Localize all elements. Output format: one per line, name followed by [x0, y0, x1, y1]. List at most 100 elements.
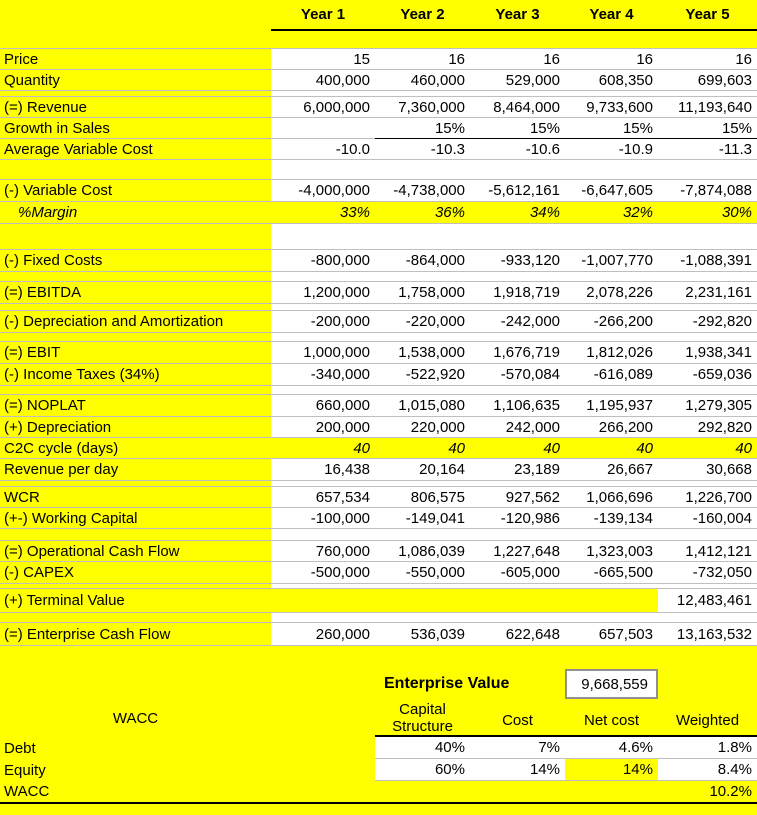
- capex-year2[interactable]: -550,000: [375, 562, 470, 583]
- terminal-year4[interactable]: [565, 589, 658, 612]
- ebitda-year4[interactable]: 2,078,226: [565, 282, 658, 303]
- taxes-label[interactable]: (-) Income Taxes (34%): [4, 366, 160, 383]
- wcr-year1[interactable]: 657,534: [271, 487, 375, 507]
- column-header-year1[interactable]: Year 1: [271, 0, 375, 31]
- varcost-year1[interactable]: -4,000,000: [271, 180, 375, 201]
- opcf-year4[interactable]: 1,323,003: [565, 541, 658, 561]
- terminal-year5[interactable]: 12,483,461: [658, 589, 757, 612]
- opcf-year1[interactable]: 760,000: [271, 541, 375, 561]
- margin-year1[interactable]: 33%: [339, 204, 370, 221]
- depreciation-year2[interactable]: 220,000: [375, 417, 470, 437]
- debt-label[interactable]: Debt: [4, 739, 36, 757]
- revenue-year4[interactable]: 9,733,600: [565, 97, 658, 117]
- ecf-year2[interactable]: 536,039: [375, 623, 470, 645]
- depreciation-label[interactable]: (+) Depreciation: [4, 418, 112, 436]
- wcr-label[interactable]: WCR: [4, 488, 40, 506]
- ebitda-label[interactable]: (=) EBITDA: [4, 284, 82, 301]
- growth-label[interactable]: Growth in Sales: [0, 118, 271, 139]
- c2c-year5[interactable]: 40: [735, 439, 752, 457]
- depamort-year3[interactable]: -242,000: [470, 311, 565, 332]
- column-header-year2[interactable]: Year 2: [375, 0, 470, 31]
- price-year2[interactable]: 16: [375, 49, 470, 69]
- revperday-year2[interactable]: 20,164: [375, 459, 470, 480]
- price-year1[interactable]: 15: [271, 49, 375, 69]
- debt-net-cost[interactable]: 4.6%: [565, 737, 658, 759]
- avc-year2[interactable]: -10.3: [375, 139, 470, 159]
- noplat-year1[interactable]: 660,000: [271, 395, 375, 416]
- terminal-year3[interactable]: [470, 589, 565, 612]
- wc-year5[interactable]: -160,004: [658, 508, 757, 528]
- growth-year4[interactable]: 15%: [565, 118, 658, 139]
- taxes-year4[interactable]: -616,089: [565, 364, 658, 385]
- price-year5[interactable]: 16: [658, 49, 757, 69]
- capex-year1[interactable]: -500,000: [271, 562, 375, 583]
- ebitda-year5[interactable]: 2,231,161: [658, 282, 757, 303]
- noplat-label[interactable]: (=) NOPLAT: [4, 397, 86, 414]
- varcost-label[interactable]: (-) Variable Cost: [4, 182, 113, 199]
- avc-year4[interactable]: -10.9: [565, 139, 658, 159]
- wc-year4[interactable]: -139,134: [565, 508, 658, 528]
- debt-weighted[interactable]: 1.8%: [658, 737, 757, 759]
- ebitda-year3[interactable]: 1,918,719: [470, 282, 565, 303]
- taxes-year1[interactable]: -340,000: [271, 364, 375, 385]
- varcost-year3[interactable]: -5,612,161: [470, 180, 565, 201]
- opcf-year5[interactable]: 1,412,121: [658, 541, 757, 561]
- wacc-total-value[interactable]: 10.2%: [709, 783, 752, 800]
- growth-year3[interactable]: 15%: [470, 118, 565, 139]
- revenue-label[interactable]: (=) Revenue: [4, 98, 87, 116]
- ebit-year1[interactable]: 1,000,000: [271, 342, 375, 363]
- margin-year2[interactable]: 36%: [434, 204, 465, 221]
- avc-label[interactable]: Average Variable Cost: [4, 140, 153, 158]
- equity-cost[interactable]: 14%: [470, 759, 565, 781]
- c2c-year4[interactable]: 40: [636, 439, 653, 457]
- price-year4[interactable]: 16: [565, 49, 658, 69]
- wcr-year3[interactable]: 927,562: [470, 487, 565, 507]
- wc-year1[interactable]: -100,000: [271, 508, 375, 528]
- depamort-year2[interactable]: -220,000: [375, 311, 470, 332]
- column-header-year5[interactable]: Year 5: [658, 0, 757, 31]
- avc-year3[interactable]: -10.6: [470, 139, 565, 159]
- revenue-year5[interactable]: 11,193,640: [658, 97, 757, 117]
- noplat-year4[interactable]: 1,195,937: [565, 395, 658, 416]
- ebitda-year1[interactable]: 1,200,000: [271, 282, 375, 303]
- noplat-year2[interactable]: 1,015,080: [375, 395, 470, 416]
- equity-label[interactable]: Equity: [4, 761, 46, 779]
- enterprise-value-box[interactable]: 9,668,559: [565, 669, 658, 699]
- c2c-label[interactable]: C2C cycle (days): [4, 439, 119, 457]
- terminal-year1[interactable]: [271, 589, 375, 612]
- wacc-col-weighted[interactable]: Weighted: [658, 700, 757, 737]
- wacc-col-cost[interactable]: Cost: [470, 700, 565, 737]
- fixed-year4[interactable]: -1,007,770: [565, 250, 658, 271]
- fixed-year1[interactable]: -800,000: [271, 250, 375, 271]
- capex-year4[interactable]: -665,500: [565, 562, 658, 583]
- revenue-year3[interactable]: 8,464,000: [470, 97, 565, 117]
- fixed-label[interactable]: (-) Fixed Costs: [4, 252, 103, 269]
- growth-year1[interactable]: [271, 118, 375, 139]
- depamort-year5[interactable]: -292,820: [658, 311, 757, 332]
- margin-year3[interactable]: 34%: [529, 204, 560, 221]
- ecf-label[interactable]: (=) Enterprise Cash Flow: [4, 625, 171, 643]
- opcf-year3[interactable]: 1,227,648: [470, 541, 565, 561]
- depreciation-year1[interactable]: 200,000: [271, 417, 375, 437]
- noplat-year5[interactable]: 1,279,305: [658, 395, 757, 416]
- debt-capital-structure[interactable]: 40%: [375, 737, 470, 759]
- c2c-year1[interactable]: 40: [353, 439, 370, 457]
- revperday-label[interactable]: Revenue per day: [4, 461, 119, 478]
- capex-year5[interactable]: -732,050: [658, 562, 757, 583]
- varcost-year4[interactable]: -6,647,605: [565, 180, 658, 201]
- wacc-col-net-cost[interactable]: Net cost: [565, 700, 658, 737]
- terminal-label[interactable]: (+) Terminal Value: [4, 592, 125, 609]
- quantity-year3[interactable]: 529,000: [470, 70, 565, 90]
- revperday-year4[interactable]: 26,667: [565, 459, 658, 480]
- ebit-year2[interactable]: 1,538,000: [375, 342, 470, 363]
- ecf-year3[interactable]: 622,648: [470, 623, 565, 645]
- growth-year5[interactable]: 15%: [658, 118, 757, 139]
- price-year3[interactable]: 16: [470, 49, 565, 69]
- column-header-year4[interactable]: Year 4: [565, 0, 658, 31]
- ebit-year3[interactable]: 1,676,719: [470, 342, 565, 363]
- taxes-year3[interactable]: -570,084: [470, 364, 565, 385]
- wc-label[interactable]: (+-) Working Capital: [4, 509, 138, 527]
- margin-year4[interactable]: 32%: [622, 204, 653, 221]
- terminal-year2[interactable]: [375, 589, 470, 612]
- quantity-year2[interactable]: 460,000: [375, 70, 470, 90]
